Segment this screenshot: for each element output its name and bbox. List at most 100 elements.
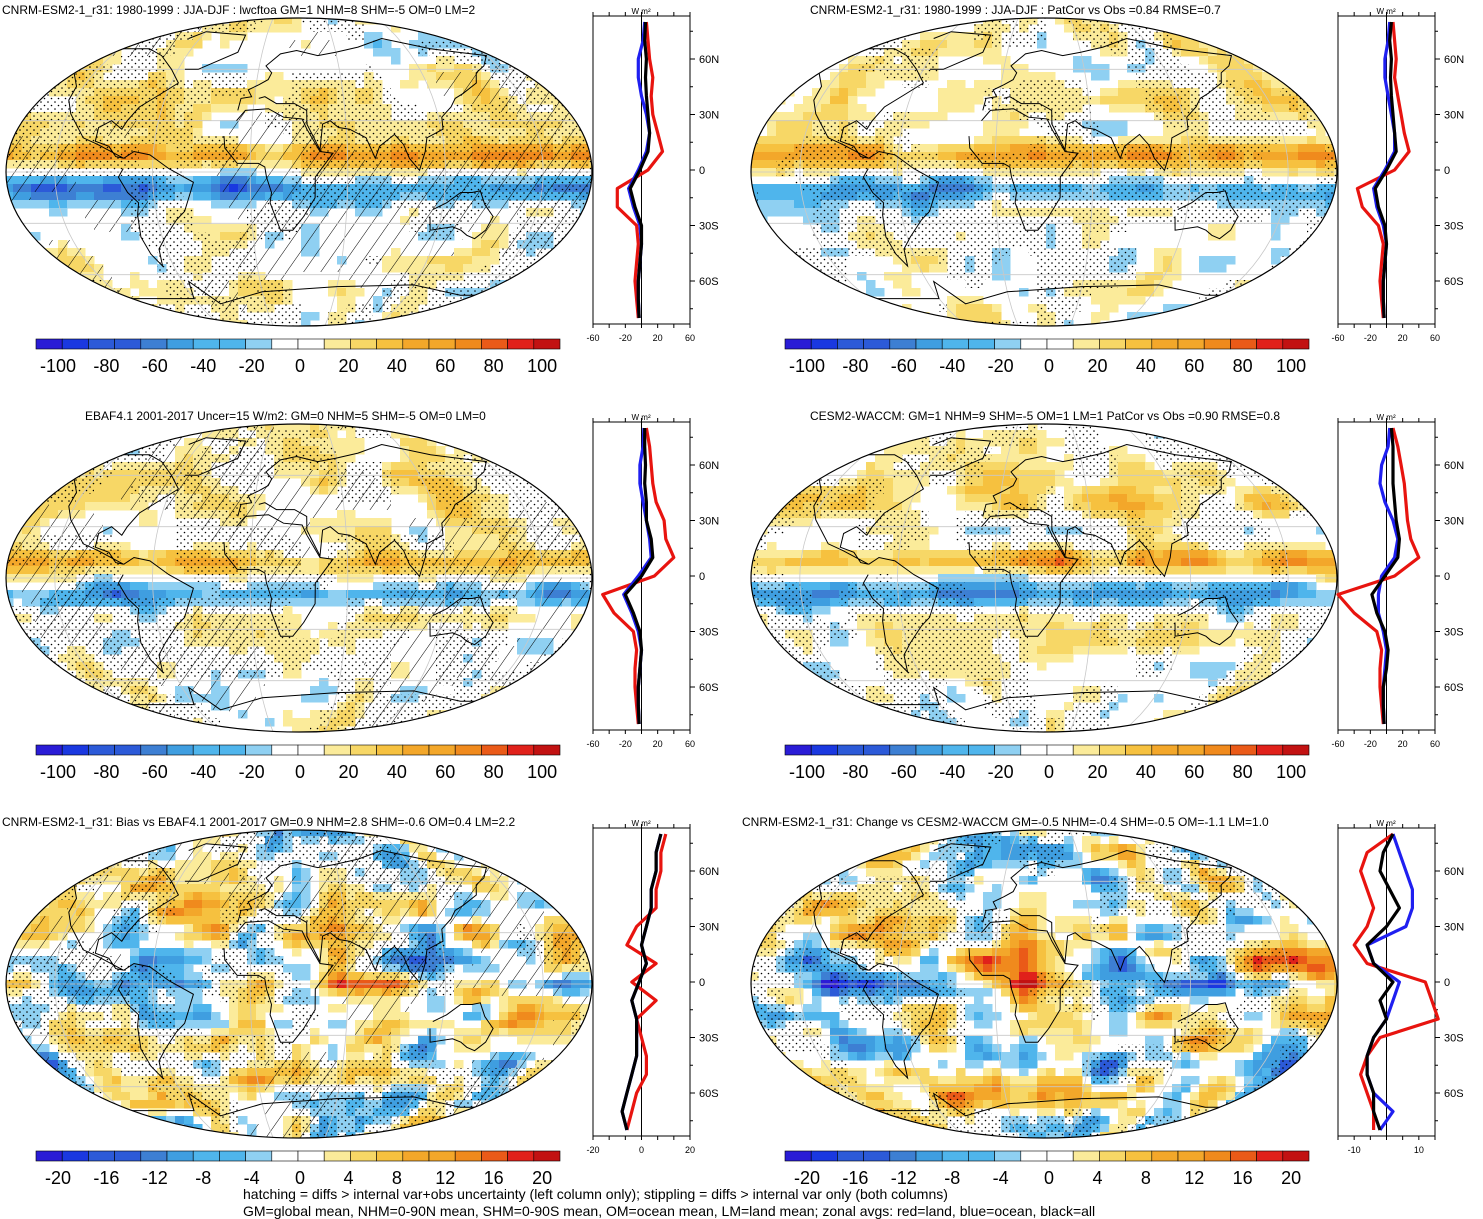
colorbar-swatch <box>1099 338 1126 350</box>
colorbar: -100 -80 -60 -40 -20 0 20 40 60 80 100 <box>35 338 561 376</box>
coastlines <box>57 437 508 711</box>
lat-label: 0 <box>1444 571 1450 583</box>
colorbar-swatch <box>61 744 89 756</box>
lat-label: 30N <box>699 110 719 122</box>
colorbar-tick-label: 20 <box>1087 762 1107 782</box>
colorbar-swatch <box>784 1150 812 1162</box>
colorbar-swatch <box>402 744 430 756</box>
colorbar-swatch <box>428 744 456 756</box>
coastlines <box>57 31 508 305</box>
land-zonal-line <box>615 21 665 319</box>
lat-label: 30N <box>699 516 719 528</box>
zonal-profile: W m² -10 10 60N 30N 0 30S 60S <box>1337 819 1464 1155</box>
colorbar-swatch <box>428 338 456 350</box>
colorbar: -20 -16 -12 -8 -4 0 4 8 12 16 20 <box>784 1150 1310 1188</box>
colorbar-swatch <box>1046 744 1074 756</box>
profile-xtick-label: 20 <box>653 739 663 749</box>
lat-label: 60N <box>1444 460 1464 472</box>
coastlines <box>57 843 508 1117</box>
footnote-means: GM=global mean, NHM=0-90N mean, SHM=0-90… <box>243 1203 1095 1219</box>
colorbar-swatch <box>271 338 299 350</box>
lat-label: 30N <box>1444 110 1464 122</box>
all-zonal-line <box>623 428 655 725</box>
all-zonal-line <box>1365 833 1401 1131</box>
colorbar-tick-label: -60 <box>142 762 168 782</box>
profile-xtick-label: -60 <box>586 739 599 749</box>
map-outline <box>5 829 593 1139</box>
colorbar-swatch <box>1282 744 1310 756</box>
colorbar-swatch <box>61 338 89 350</box>
colorbar-swatch <box>1020 744 1048 756</box>
colorbar-swatch <box>994 1150 1022 1162</box>
colorbar-tick-label: 12 <box>1184 1168 1204 1188</box>
colorbar-swatch <box>1177 338 1205 350</box>
colorbar-tick-label: 0 <box>295 1168 305 1188</box>
panel-title: CESM2-WACCM: GM=1 NHM=9 SHM=-5 OM=1 LM=1… <box>810 409 1280 423</box>
profile-xtick-label: -20 <box>1364 333 1377 343</box>
colorbar-swatch <box>1151 338 1179 350</box>
colorbar-tick-label: -20 <box>239 356 265 376</box>
colorbar-swatch <box>968 744 995 756</box>
profile-xtick-label: 60 <box>1430 333 1440 343</box>
profile-xtick-label: 20 <box>1398 739 1408 749</box>
colorbar-tick-label: 0 <box>1044 356 1054 376</box>
lat-label: 60N <box>699 866 719 878</box>
colorbar-tick-label: -8 <box>195 1168 211 1188</box>
coastlines <box>802 31 1253 305</box>
colorbar-tick-label: 20 <box>338 356 358 376</box>
colorbar-swatch <box>1125 338 1153 350</box>
lat-label: 60S <box>1444 682 1464 694</box>
colorbar-swatch <box>245 744 273 756</box>
robinson-map <box>5 17 593 327</box>
lat-label: 60N <box>699 460 719 472</box>
profile-xtick-label: 20 <box>1398 333 1408 343</box>
colorbar-swatch <box>481 1150 508 1162</box>
colorbar-swatch <box>1046 338 1074 350</box>
colorbar-tick-label: 4 <box>1092 1168 1102 1188</box>
map-outline <box>5 17 593 327</box>
colorbar-swatch <box>454 744 482 756</box>
land-zonal-line <box>1355 21 1411 319</box>
map-outline <box>750 17 1338 327</box>
colorbar-tick-label: -80 <box>842 762 868 782</box>
panel-2: CNRM-ESM2-1_r31: 1980-1999 : JJA-DJF : P… <box>745 0 1483 400</box>
colorbar-tick-label: -100 <box>789 762 825 782</box>
colorbar-swatch <box>533 744 561 756</box>
panel-title: EBAF4.1 2001-2017 Uncer=15 W/m2: GM=0 NH… <box>85 409 486 423</box>
colorbar-tick-label: 0 <box>1044 762 1054 782</box>
colorbar-swatch <box>376 1150 404 1162</box>
colorbar-swatch <box>323 338 351 350</box>
colorbar-tick-label: -40 <box>190 356 216 376</box>
colorbar-swatch <box>454 338 482 350</box>
colorbar-tick-label: -80 <box>93 356 119 376</box>
colorbar-swatch <box>245 338 273 350</box>
colorbar-swatch <box>1125 744 1153 756</box>
panel-5: CNRM-ESM2-1_r31: Bias vs EBAF4.1 2001-20… <box>0 812 740 1188</box>
colorbar-swatch <box>1125 1150 1153 1162</box>
colorbar-swatch <box>941 338 969 350</box>
colorbar-swatch <box>863 338 891 350</box>
colorbar-swatch <box>941 1150 969 1162</box>
robinson-map <box>750 829 1338 1139</box>
colorbar-tick-label: -100 <box>789 356 825 376</box>
colorbar-swatch <box>889 744 917 756</box>
colorbar-swatch <box>1099 1150 1126 1162</box>
lat-label: 30S <box>1444 627 1464 639</box>
colorbar-swatch <box>481 338 508 350</box>
colorbar-tick-label: 60 <box>1184 356 1204 376</box>
zonal-profile: W m² -60 -20 20 60 60N 30N 0 30S 60S <box>1331 413 1464 749</box>
colorbar-tick-label: -8 <box>944 1168 960 1188</box>
colorbar-swatch <box>863 744 891 756</box>
colorbar-tick-label: -40 <box>939 356 965 376</box>
colorbar-tick-label: -60 <box>142 356 168 376</box>
lat-label: 30S <box>1444 221 1464 233</box>
lat-label: 0 <box>699 977 705 989</box>
colorbar-swatch <box>1282 338 1310 350</box>
graticule <box>751 424 1337 732</box>
colorbar-tick-label: -80 <box>842 356 868 376</box>
profile-unit-label: W m² <box>1377 7 1396 16</box>
colorbar-swatch <box>297 1150 325 1162</box>
colorbar-swatch <box>88 338 115 350</box>
colorbar-swatch <box>784 744 812 756</box>
colorbar-tick-label: 60 <box>435 356 455 376</box>
